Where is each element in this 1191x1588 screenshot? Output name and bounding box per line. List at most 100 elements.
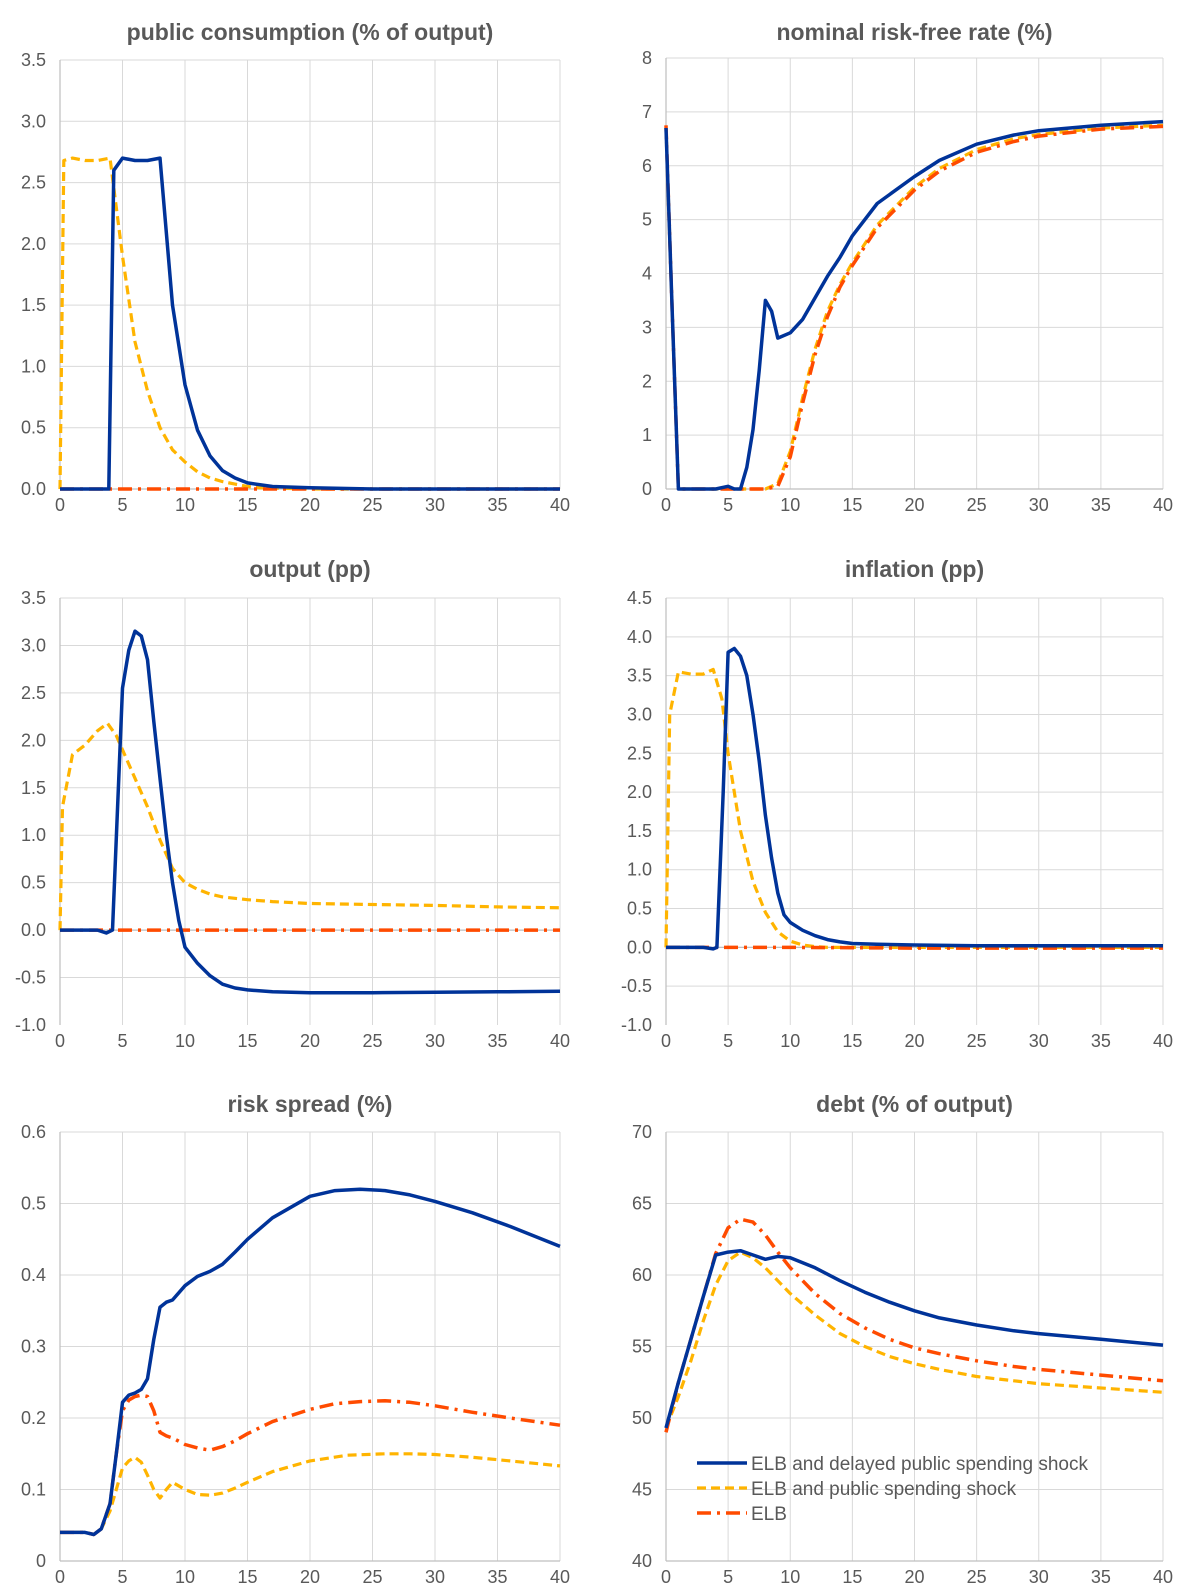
- x-tick-label: 5: [723, 495, 733, 515]
- x-tick-label: 10: [780, 1031, 800, 1051]
- y-tick-label: 0.0: [21, 479, 46, 499]
- x-tick-label: 30: [1029, 1031, 1049, 1051]
- y-tick-label: 3: [642, 317, 652, 337]
- panel-inflation: inflation (pp) 0 5 10 15 20 25 30 35 40 -1.0 -0.5 0.…: [621, 556, 1173, 1051]
- y-tick-label: 0.0: [21, 920, 46, 940]
- y-tick-label: 70: [632, 1122, 652, 1142]
- panel-risk-spread: risk spread (%) 0 5 10 15 20 25 30 35 40 0 0.1 0.2 0.…: [21, 1091, 570, 1587]
- y-tick-label: 1.0: [21, 825, 46, 845]
- y-tick-label: 3.5: [21, 588, 46, 608]
- series-line-spending-shock: [664, 1250, 1164, 1429]
- x-tick-label: 30: [425, 495, 445, 515]
- y-tick-label: 2.0: [21, 234, 46, 254]
- y-tick-label: 45: [632, 1480, 652, 1500]
- y-tick-label: 4: [642, 264, 652, 284]
- panel-nominal-risk-free-rate: nominal risk-free rate (%)0 5 10 15 20 25 30 35…: [642, 19, 1173, 515]
- y-tick-label: 55: [632, 1337, 652, 1357]
- panel-output: output (pp) 0 5 10 15 20 25 30 35 40 -1.0 -0.5 0.0 0.…: [15, 556, 570, 1051]
- series-line-spending-shock: [58, 721, 561, 931]
- y-tick-label: 1: [642, 425, 652, 445]
- x-tick-label: 5: [117, 1031, 127, 1051]
- x-tick-label: 35: [487, 1567, 507, 1587]
- x-tick-label: 15: [842, 1031, 862, 1051]
- x-tick-label: 35: [1091, 1031, 1111, 1051]
- x-tick-label: 0: [55, 1031, 65, 1051]
- x-tick-label: 35: [487, 1031, 507, 1051]
- y-tick-label: 0.3: [21, 1337, 46, 1357]
- y-tick-label: 3.0: [627, 704, 652, 724]
- y-tick-label: 0.5: [21, 418, 46, 438]
- chart-title: debt (% of output): [816, 1091, 1013, 1117]
- y-tick-label: 8: [642, 48, 652, 68]
- chart-title: nominal risk-free rate (%): [776, 19, 1052, 45]
- x-tick-label: 15: [237, 1567, 257, 1587]
- y-tick-label: 60: [632, 1265, 652, 1285]
- y-tick-label: 50: [632, 1408, 652, 1428]
- legend-label-elb: ELB: [751, 1504, 787, 1525]
- x-tick-label: 15: [842, 495, 862, 515]
- x-tick-label: 0: [661, 495, 671, 515]
- y-tick-label: 1.5: [627, 821, 652, 841]
- x-tick-label: 0: [55, 495, 65, 515]
- x-tick-label: 5: [117, 1567, 127, 1587]
- y-tick-label: 2.0: [627, 782, 652, 802]
- y-tick-label: 0.0: [627, 937, 652, 957]
- y-tick-label: 7: [642, 102, 652, 122]
- y-tick-label: 4.5: [627, 588, 652, 608]
- y-tick-label: 1.5: [21, 778, 46, 798]
- y-tick-label: -1.0: [621, 1015, 652, 1035]
- y-tick-label: -1.0: [15, 1015, 46, 1035]
- y-tick-label: 5: [642, 210, 652, 230]
- x-tick-label: 40: [1153, 1567, 1173, 1587]
- y-tick-label: 0.4: [21, 1265, 46, 1285]
- x-tick-label: 40: [1153, 495, 1173, 515]
- x-tick-label: 25: [362, 495, 382, 515]
- series-line-delayed-shock: [666, 646, 1163, 951]
- x-tick-label: 40: [550, 1567, 570, 1587]
- x-tick-label: 25: [967, 1567, 987, 1587]
- x-tick-label: 15: [237, 1031, 257, 1051]
- x-tick-label: 20: [300, 1031, 320, 1051]
- x-tick-label: 30: [425, 1031, 445, 1051]
- x-tick-label: 35: [1091, 495, 1111, 515]
- y-tick-label: 0.5: [21, 873, 46, 893]
- y-tick-label: -0.5: [621, 976, 652, 996]
- y-tick-label: 2.5: [21, 173, 46, 193]
- x-tick-label: 5: [117, 495, 127, 515]
- y-tick-label: 6: [642, 156, 652, 176]
- chart-title: risk spread (%): [228, 1091, 393, 1117]
- x-tick-label: 20: [300, 495, 320, 515]
- x-tick-label: 10: [780, 495, 800, 515]
- x-tick-label: 25: [362, 1031, 382, 1051]
- y-tick-label: 1.0: [21, 356, 46, 376]
- y-tick-label: 2.5: [627, 743, 652, 763]
- y-tick-label: 3.0: [21, 635, 46, 655]
- legend: ELB and delayed public spending shock ELB…: [697, 1454, 1088, 1525]
- x-tick-label: 10: [175, 1567, 195, 1587]
- x-tick-label: 30: [425, 1567, 445, 1587]
- x-tick-label: 35: [1091, 1567, 1111, 1587]
- legend-label-delayed-shock: ELB and delayed public spending shock: [751, 1454, 1088, 1475]
- x-tick-label: 25: [362, 1567, 382, 1587]
- y-tick-label: 0.2: [21, 1408, 46, 1428]
- series-line-delayed-shock: [664, 119, 1164, 491]
- chart-title: output (pp): [249, 556, 370, 582]
- x-tick-label: 25: [967, 1031, 987, 1051]
- x-tick-label: 10: [175, 495, 195, 515]
- x-tick-label: 40: [550, 1031, 570, 1051]
- series-line-delayed-shock: [664, 1248, 1164, 1429]
- y-tick-label: -0.5: [15, 968, 46, 988]
- chart-title: inflation (pp): [845, 556, 984, 582]
- y-tick-label: 3.0: [21, 111, 46, 131]
- x-tick-label: 30: [1029, 1567, 1049, 1587]
- x-tick-label: 15: [842, 1567, 862, 1587]
- x-tick-label: 40: [1153, 1031, 1173, 1051]
- y-tick-label: 0.5: [21, 1194, 46, 1214]
- x-tick-label: 0: [55, 1567, 65, 1587]
- x-tick-label: 10: [175, 1031, 195, 1051]
- series-line-elb: [664, 1217, 1164, 1433]
- y-tick-label: 3.5: [627, 666, 652, 686]
- y-tick-label: 65: [632, 1194, 652, 1214]
- x-tick-label: 40: [550, 495, 570, 515]
